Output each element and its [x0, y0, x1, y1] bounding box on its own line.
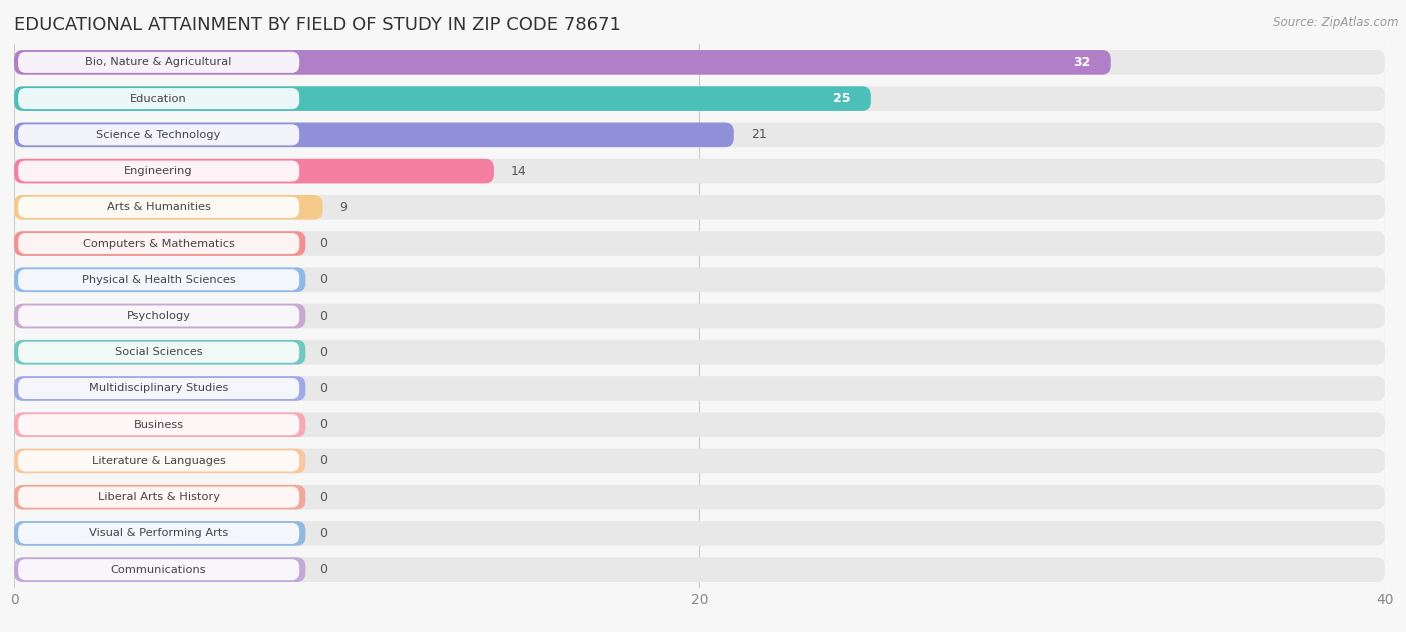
Text: 0: 0: [319, 563, 328, 576]
Text: Psychology: Psychology: [127, 311, 191, 321]
Text: 0: 0: [319, 382, 328, 395]
Text: 0: 0: [319, 273, 328, 286]
FancyBboxPatch shape: [18, 88, 299, 109]
Text: Social Sciences: Social Sciences: [115, 347, 202, 357]
Text: Source: ZipAtlas.com: Source: ZipAtlas.com: [1274, 16, 1399, 29]
Text: Physical & Health Sciences: Physical & Health Sciences: [82, 275, 236, 285]
Text: 0: 0: [319, 346, 328, 359]
Text: Multidisciplinary Studies: Multidisciplinary Studies: [89, 384, 228, 394]
FancyBboxPatch shape: [14, 340, 1385, 365]
FancyBboxPatch shape: [18, 161, 299, 181]
FancyBboxPatch shape: [14, 304, 1385, 328]
Text: Bio, Nature & Agricultural: Bio, Nature & Agricultural: [86, 58, 232, 68]
Text: Education: Education: [131, 94, 187, 104]
Text: 0: 0: [319, 237, 328, 250]
FancyBboxPatch shape: [18, 559, 299, 580]
FancyBboxPatch shape: [14, 413, 305, 437]
FancyBboxPatch shape: [14, 376, 305, 401]
FancyBboxPatch shape: [18, 523, 299, 544]
FancyBboxPatch shape: [14, 557, 1385, 582]
Text: Visual & Performing Arts: Visual & Performing Arts: [89, 528, 228, 538]
FancyBboxPatch shape: [14, 50, 1385, 75]
FancyBboxPatch shape: [18, 125, 299, 145]
FancyBboxPatch shape: [14, 195, 1385, 219]
FancyBboxPatch shape: [14, 267, 1385, 292]
FancyBboxPatch shape: [18, 342, 299, 363]
Text: Communications: Communications: [111, 564, 207, 574]
FancyBboxPatch shape: [14, 123, 1385, 147]
FancyBboxPatch shape: [14, 557, 305, 582]
FancyBboxPatch shape: [14, 195, 322, 219]
FancyBboxPatch shape: [18, 197, 299, 218]
FancyBboxPatch shape: [14, 340, 305, 365]
FancyBboxPatch shape: [18, 414, 299, 435]
FancyBboxPatch shape: [14, 376, 1385, 401]
Text: Business: Business: [134, 420, 184, 430]
Text: EDUCATIONAL ATTAINMENT BY FIELD OF STUDY IN ZIP CODE 78671: EDUCATIONAL ATTAINMENT BY FIELD OF STUDY…: [14, 16, 621, 34]
FancyBboxPatch shape: [14, 87, 870, 111]
FancyBboxPatch shape: [18, 487, 299, 507]
Text: Computers & Mathematics: Computers & Mathematics: [83, 238, 235, 248]
FancyBboxPatch shape: [14, 413, 1385, 437]
FancyBboxPatch shape: [14, 485, 1385, 509]
Text: Arts & Humanities: Arts & Humanities: [107, 202, 211, 212]
Text: Engineering: Engineering: [124, 166, 193, 176]
FancyBboxPatch shape: [14, 87, 1385, 111]
Text: 14: 14: [510, 164, 527, 178]
FancyBboxPatch shape: [14, 50, 1111, 75]
FancyBboxPatch shape: [14, 159, 494, 183]
FancyBboxPatch shape: [18, 305, 299, 327]
FancyBboxPatch shape: [14, 231, 305, 256]
FancyBboxPatch shape: [14, 521, 1385, 545]
FancyBboxPatch shape: [14, 521, 305, 545]
Text: Liberal Arts & History: Liberal Arts & History: [97, 492, 219, 502]
Text: 0: 0: [319, 310, 328, 322]
FancyBboxPatch shape: [18, 451, 299, 471]
Text: 32: 32: [1073, 56, 1090, 69]
FancyBboxPatch shape: [18, 378, 299, 399]
FancyBboxPatch shape: [14, 123, 734, 147]
FancyBboxPatch shape: [18, 269, 299, 290]
FancyBboxPatch shape: [14, 485, 305, 509]
Text: 0: 0: [319, 490, 328, 504]
Text: 21: 21: [751, 128, 766, 142]
FancyBboxPatch shape: [14, 231, 1385, 256]
FancyBboxPatch shape: [14, 449, 305, 473]
Text: 0: 0: [319, 418, 328, 431]
FancyBboxPatch shape: [18, 233, 299, 254]
FancyBboxPatch shape: [14, 159, 1385, 183]
Text: Literature & Languages: Literature & Languages: [91, 456, 225, 466]
Text: 0: 0: [319, 454, 328, 468]
Text: 9: 9: [340, 201, 347, 214]
FancyBboxPatch shape: [14, 449, 1385, 473]
Text: 0: 0: [319, 527, 328, 540]
Text: Science & Technology: Science & Technology: [97, 130, 221, 140]
FancyBboxPatch shape: [14, 304, 305, 328]
FancyBboxPatch shape: [14, 267, 305, 292]
FancyBboxPatch shape: [18, 52, 299, 73]
Text: 25: 25: [832, 92, 851, 105]
